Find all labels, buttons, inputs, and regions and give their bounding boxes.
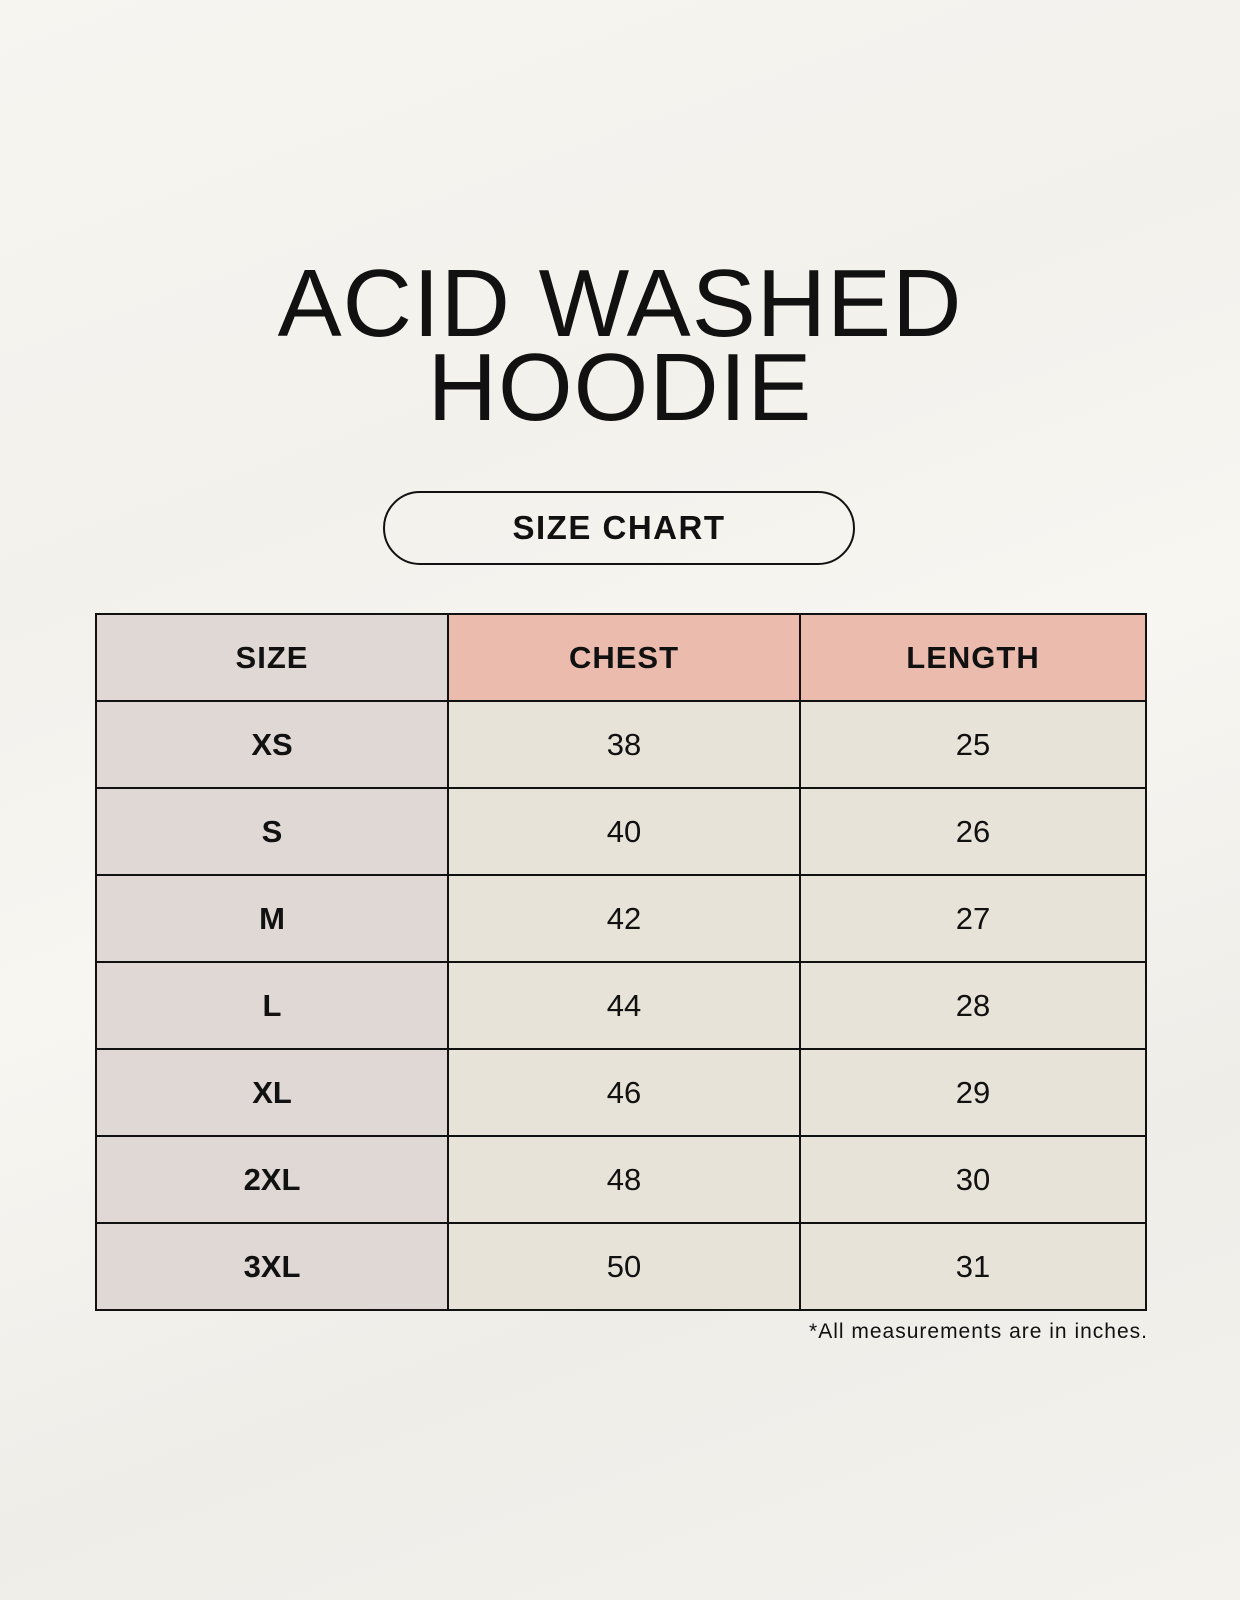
size-chart-badge: SIZE CHART [383,491,855,565]
size-cell: XS [95,700,449,789]
length-cell: 30 [799,1135,1147,1224]
header-chest: CHEST [447,613,801,702]
chest-cell: 50 [447,1222,801,1311]
length-cell: 31 [799,1222,1147,1311]
footnote: *All measurements are in inches. [809,1320,1148,1343]
size-cell: XL [95,1048,449,1137]
header-length: LENGTH [799,613,1147,702]
size-cell: 3XL [95,1222,449,1311]
size-cell: M [95,874,449,963]
size-cell: 2XL [95,1135,449,1224]
table-row: M 42 27 [95,874,1147,963]
table-header-row: SIZE CHEST LENGTH [95,613,1147,702]
chest-cell: 38 [447,700,801,789]
chest-cell: 46 [447,1048,801,1137]
table-row: 3XL 50 31 [95,1222,1147,1311]
length-cell: 27 [799,874,1147,963]
chest-cell: 48 [447,1135,801,1224]
table-row: XL 46 29 [95,1048,1147,1137]
table-row: 2XL 48 30 [95,1135,1147,1224]
length-cell: 28 [799,961,1147,1050]
length-cell: 26 [799,787,1147,876]
table-row: XS 38 25 [95,700,1147,789]
size-cell: S [95,787,449,876]
size-table: SIZE CHEST LENGTH XS 38 25 S 40 26 M 42 27 L 44 28 X… [95,613,1147,1311]
chest-cell: 42 [447,874,801,963]
table-row: L 44 28 [95,961,1147,1050]
title-line-1: ACID WASHED [277,250,963,357]
title-line-2: HOODIE [427,334,813,441]
page-title: ACID WASHED HOODIE [0,250,1240,441]
length-cell: 25 [799,700,1147,789]
length-cell: 29 [799,1048,1147,1137]
table-row: S 40 26 [95,787,1147,876]
chest-cell: 40 [447,787,801,876]
size-cell: L [95,961,449,1050]
header-size: SIZE [95,613,449,702]
chest-cell: 44 [447,961,801,1050]
